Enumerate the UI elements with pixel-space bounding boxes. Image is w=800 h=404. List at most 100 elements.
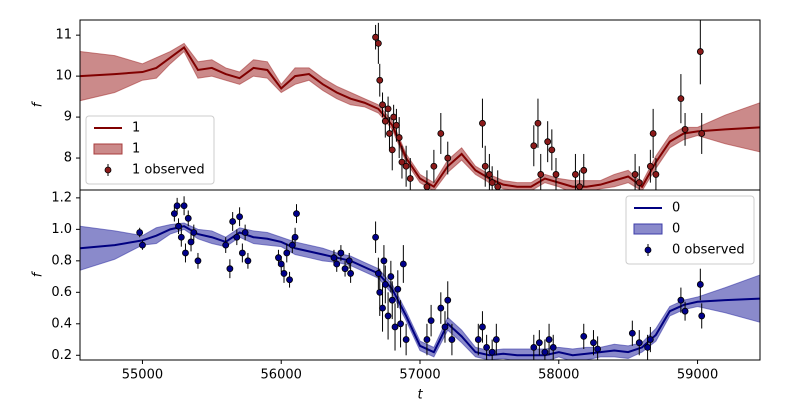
observed-point	[236, 213, 243, 221]
observed-point	[537, 171, 545, 178]
observed-point	[488, 179, 496, 187]
observed-point	[173, 202, 181, 210]
y-tick-label: 9	[64, 110, 72, 125]
observed-point	[384, 312, 392, 320]
observed-point	[681, 125, 689, 133]
observed-point	[635, 179, 643, 187]
observed-point	[530, 344, 538, 351]
observed-point	[549, 344, 557, 351]
observed-point	[330, 254, 338, 262]
observed-point	[483, 344, 491, 351]
y-tick-label: 10	[55, 69, 72, 84]
legend-label: 0	[672, 201, 680, 216]
observed-point	[399, 260, 407, 268]
observed-point	[474, 336, 482, 343]
observed-point	[277, 260, 285, 268]
y-axis-label: f	[31, 270, 46, 277]
observed-point	[182, 249, 189, 257]
y-tick-label: 0.8	[51, 253, 72, 268]
observed-point	[139, 241, 146, 249]
observed-point	[288, 241, 296, 249]
y-tick-label: 0.6	[51, 285, 72, 300]
observed-point	[479, 323, 486, 331]
observed-point	[395, 134, 403, 141]
observed-point	[406, 175, 414, 182]
observed-point	[696, 281, 704, 288]
legend-patch	[93, 143, 123, 155]
legend-label: 1	[132, 142, 140, 157]
confidence-band	[80, 222, 760, 360]
observed-point	[233, 233, 241, 241]
y-tick-label: 0.4	[51, 316, 72, 331]
observed-point	[590, 339, 597, 347]
observed-point	[376, 288, 384, 296]
observed-point	[635, 339, 643, 347]
observed-point	[177, 233, 185, 241]
observed-point	[444, 296, 452, 304]
x-tick-label: 55000	[122, 368, 163, 383]
observed-point	[628, 329, 636, 337]
observed-point	[374, 270, 382, 277]
observed-point	[544, 138, 552, 146]
observed-point	[437, 130, 445, 137]
legend-label: 1 observed	[132, 163, 205, 178]
observed-point	[380, 257, 388, 265]
observed-point	[649, 130, 657, 137]
observed-point	[696, 48, 704, 55]
observed-point	[485, 171, 493, 178]
legend-label: 0	[672, 222, 680, 237]
x-axis-label: t	[417, 388, 423, 401]
observed-point	[388, 146, 396, 154]
observed-point	[374, 39, 382, 47]
observed-point	[372, 233, 379, 241]
observed-point	[427, 317, 435, 325]
observed-point	[180, 202, 188, 210]
observed-point	[187, 238, 195, 246]
observed-point	[423, 183, 431, 190]
observed-point	[394, 285, 402, 293]
legend-label: 1	[132, 121, 140, 136]
observed-point	[286, 276, 293, 284]
observed-point	[494, 183, 502, 190]
observed-point	[241, 229, 249, 236]
plot-area	[80, 196, 760, 360]
observed-point	[170, 210, 178, 218]
y-tick-label: 1.2	[51, 190, 72, 205]
observed-point	[229, 218, 237, 225]
observed-point	[402, 336, 410, 343]
observed-point	[397, 320, 404, 328]
x-tick-label: 58000	[538, 368, 579, 383]
observed-point	[652, 171, 660, 178]
observed-point	[441, 323, 449, 331]
observed-point	[430, 162, 438, 170]
observed-point	[337, 249, 345, 257]
observed-point	[194, 257, 202, 265]
observed-point	[291, 233, 299, 241]
x-tick-label: 57000	[399, 368, 440, 383]
observed-point	[444, 154, 452, 162]
observed-point	[333, 260, 341, 268]
observed-point	[535, 339, 543, 347]
observed-point	[698, 130, 706, 137]
observed-point	[341, 265, 349, 273]
observed-point	[402, 162, 410, 170]
observed-point	[222, 241, 230, 249]
observed-point	[488, 348, 496, 356]
legend-patch	[633, 223, 663, 235]
plot-area	[80, 20, 760, 190]
observed-point	[646, 336, 654, 343]
observed-point	[244, 257, 252, 265]
observed-point	[238, 249, 246, 257]
observed-point	[391, 323, 399, 331]
legend-box	[85, 115, 215, 185]
observed-point	[580, 332, 588, 340]
legend-point	[104, 166, 112, 174]
observed-point	[372, 33, 379, 41]
observed-point	[390, 113, 398, 121]
observed-point	[379, 101, 386, 109]
observed-point	[552, 171, 560, 178]
observed-point	[492, 336, 500, 343]
observed-point	[379, 304, 386, 312]
